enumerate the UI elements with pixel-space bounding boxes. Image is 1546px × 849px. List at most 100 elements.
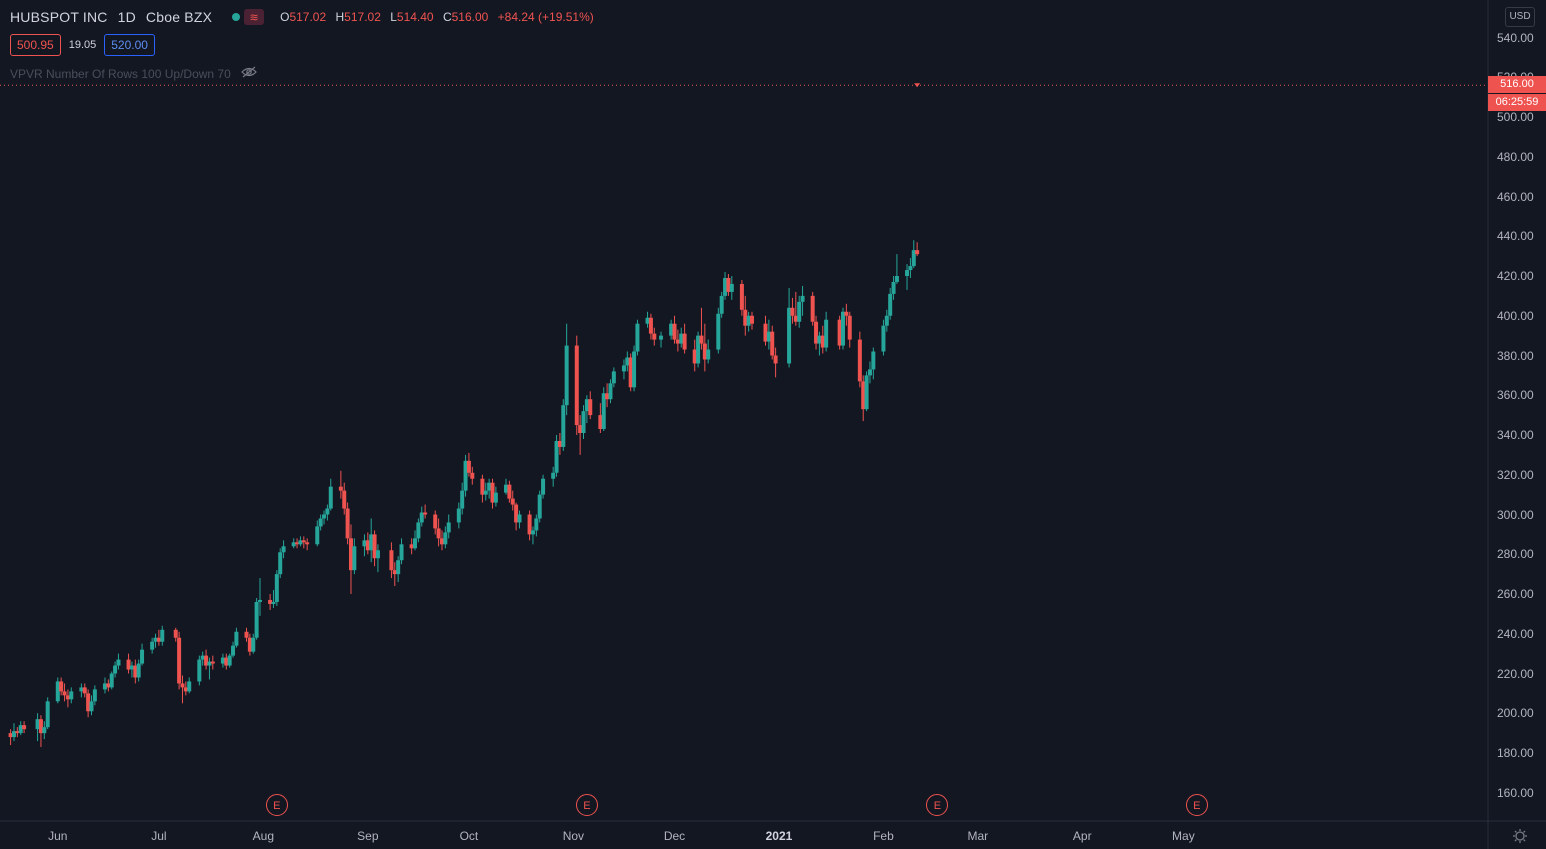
candle [396,556,401,583]
candle-body [227,655,232,666]
candle-body [251,637,256,652]
buy-price-button[interactable]: 520.00 [104,34,155,56]
candle [254,597,259,640]
candle-body [59,681,64,692]
price-tick-label: 260.00 [1497,587,1534,601]
candle-body [352,546,357,571]
candle-body [750,315,755,324]
candle [338,470,343,499]
candle-body [793,315,798,322]
candle [810,291,815,326]
candle-body [514,504,519,523]
time-tick-label: Dec [663,829,686,843]
candle-body [871,351,876,370]
data-status-icon[interactable]: ≋ [244,9,265,25]
last-price-tag: 516.00 [1488,76,1546,94]
time-tick-label: Apr [1072,829,1092,843]
candle-body [867,369,872,376]
time-tick-label: Oct [459,829,479,843]
candle [659,331,664,348]
candle [480,474,485,503]
settings-gear-icon[interactable] [1512,828,1528,844]
candle-body [800,295,805,302]
candle [888,287,893,320]
candle [204,649,209,670]
candle-body [864,375,869,410]
interval-label[interactable]: 1D [117,9,136,25]
market-status[interactable]: ≋ [226,9,265,25]
candle-body [328,486,333,509]
candle-body [183,687,188,692]
high-value: 517.02 [344,10,381,24]
candle-body [89,701,94,712]
candle-body [621,365,626,372]
candle-body [584,399,589,412]
candle [446,514,451,539]
candle [871,347,876,380]
time-tick-label: Jun [48,829,68,843]
candle-body [136,663,141,678]
price-tick-label: 300.00 [1497,507,1534,522]
candle [632,345,637,392]
candle [679,327,684,348]
candle-body [790,307,795,316]
candle-body [746,315,751,326]
candle [588,391,593,420]
candle-body [281,546,286,553]
candle-body [102,683,107,690]
candle-body [659,335,664,340]
indicator-legend[interactable]: VPVR Number Of Rows 100 Up/Down 70 [10,66,257,81]
candle [837,315,842,350]
candle-body [487,482,492,491]
eye-hidden-icon[interactable] [240,66,257,81]
candle-body [419,512,424,523]
candle [365,532,370,555]
candle [504,478,508,495]
candle [328,478,333,511]
candle-body [423,512,428,515]
candle [682,323,687,354]
candle-body [322,514,327,519]
candle [537,490,542,523]
spread-value: 19.05 [68,39,97,51]
candle-body [204,655,209,666]
candle [86,689,91,718]
earnings-marker-icon[interactable]: E [575,794,598,816]
candle-body [463,460,468,491]
candle [551,466,556,487]
quote-row: 500.95 19.05 520.00 [10,34,155,56]
price-tick-label: 240.00 [1497,626,1534,641]
candle-body [207,661,212,666]
candle-body [510,498,515,505]
currency-label[interactable]: USD [1505,7,1535,27]
candle [375,544,380,573]
earnings-marker-icon[interactable]: E [1185,794,1208,816]
candle [220,653,225,668]
candle-body [743,309,748,326]
time-tick-label: 2021 [765,829,793,843]
ohlc-values: O517.02 H517.02 L514.40 C516.00 +84.24 (… [280,10,594,24]
candle-body [814,321,819,344]
exchange-label: Cboe BZX [145,9,213,25]
candle-body [160,629,165,642]
earnings-marker-icon[interactable]: E [265,794,288,816]
time-tick-label: Aug [252,829,275,843]
candle [106,679,111,692]
candle [915,242,920,257]
candle-body [766,331,771,342]
candle [719,291,724,318]
candle-body [628,357,633,388]
candle [561,399,566,451]
sell-price-button[interactable]: 500.95 [10,34,61,56]
candle-body [210,661,215,664]
earnings-marker-icon[interactable]: E [926,794,949,816]
time-tick-label: Jul [151,829,167,843]
candle [69,687,74,704]
candle-body [763,323,768,342]
candle-body [305,542,310,545]
candle-body [65,695,70,700]
symbol-name[interactable]: HUBSPOT INC [10,9,108,25]
candle-body [392,570,397,575]
candle [210,655,215,670]
